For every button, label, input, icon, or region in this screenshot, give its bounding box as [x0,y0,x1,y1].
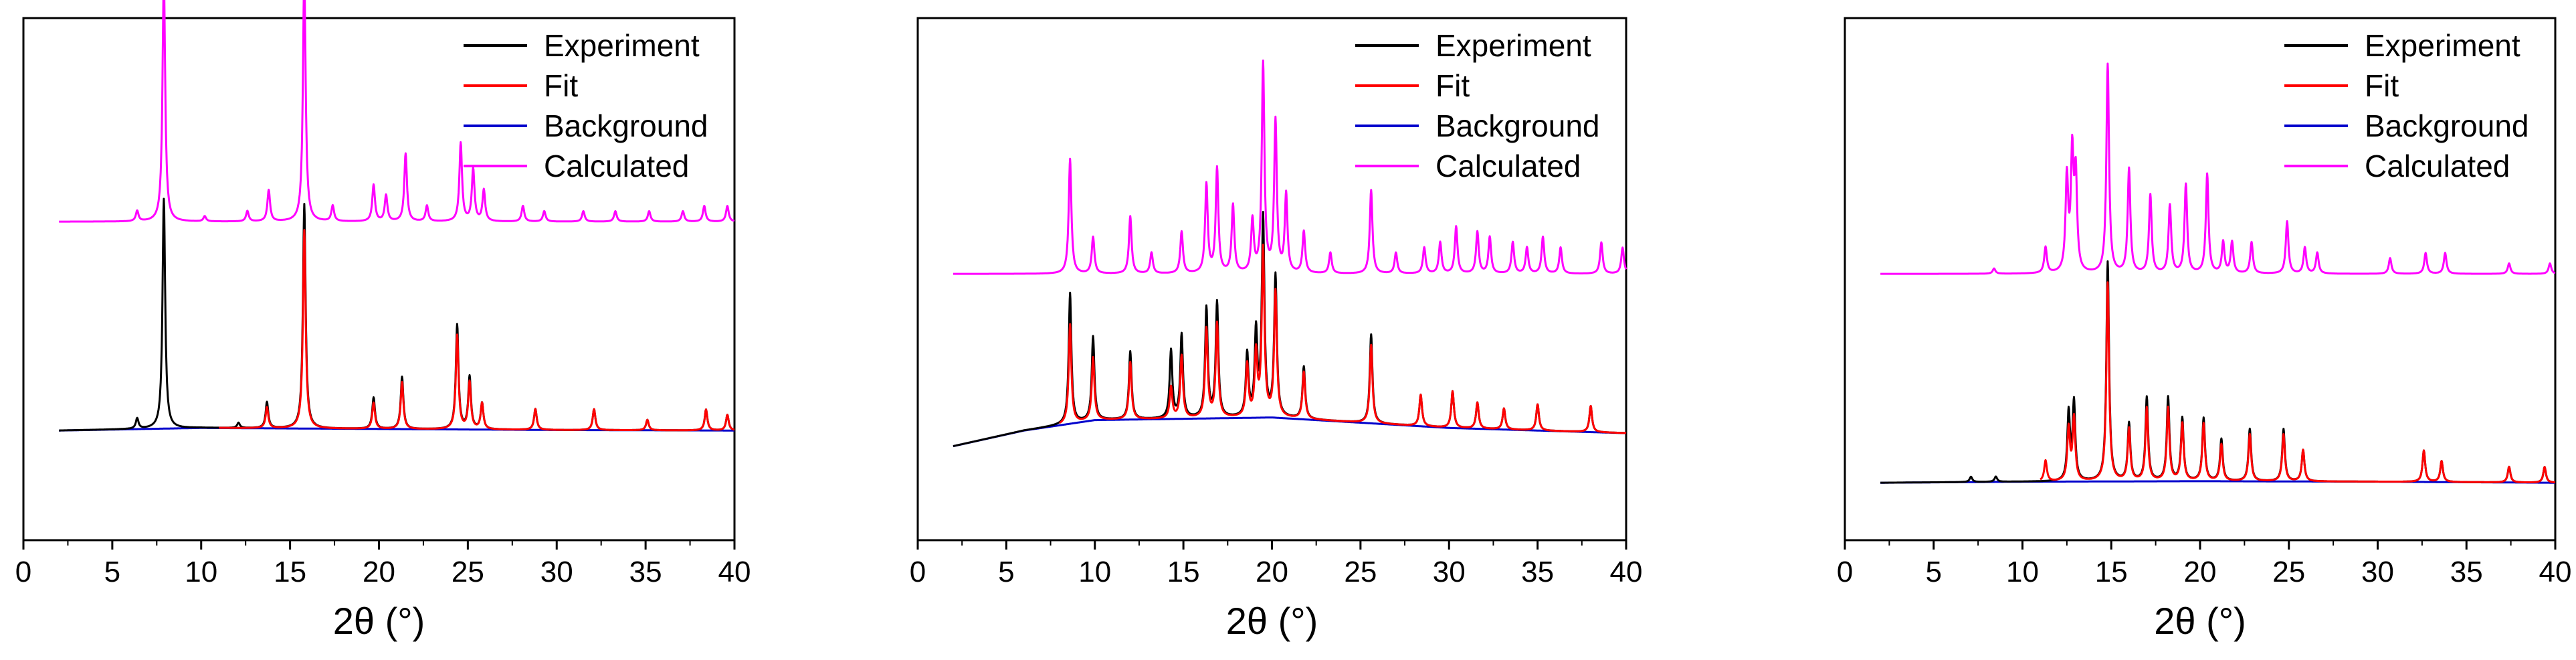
left-x-tick-label: 30 [540,556,573,588]
left-series-fit [218,229,735,432]
middle-axes-frame [916,17,1627,542]
panel-left: 0 5 10 15 20 25 30 35 40 2θ (°) Experiment Fit Backg… [15,0,751,642]
left-legend-label-experiment: Experiment [544,28,700,63]
right-series-experiment [1880,260,2556,484]
right-x-tick-label: 30 [2361,556,2394,588]
left-x-axis-title: 2θ (°) [333,600,425,642]
middle-x-tick-label: 10 [1078,556,1111,588]
panel-middle: 0 5 10 15 20 25 30 35 40 2θ (°) Experiment Fit Backg… [910,17,1643,642]
right-x-tick-label: 15 [2095,556,2128,588]
left-x-tick-label: 5 [104,556,120,588]
middle-series-experiment [953,211,1627,447]
left-x-tick-label: 40 [718,556,751,588]
right-x-tick-label: 25 [2272,556,2305,588]
right-legend-label-background: Background [2365,108,2529,143]
left-axes-frame [22,17,736,542]
right-x-tick-label: 20 [2184,556,2217,588]
right-x-tick-label: 5 [1926,556,1942,588]
left-x-tick-label: 15 [274,556,306,588]
middle-x-tick-label: 35 [1521,556,1554,588]
middle-series-background [953,416,1627,448]
middle-legend-label-background: Background [1435,108,1600,143]
middle-legend-label-calculated: Calculated [1435,149,1581,183]
right-legend-label-experiment: Experiment [2365,28,2520,63]
middle-x-tick-label: 40 [1610,556,1643,588]
left-x-tick-label: 35 [629,556,662,588]
left-x-tick-label: 25 [452,556,484,588]
right-x-axis-title: 2θ (°) [2154,600,2246,642]
middle-legend-label-fit: Fit [1435,68,1470,103]
left-x-tick-label: 20 [363,556,395,588]
right-series-calculated [1880,62,2556,275]
left-x-tick-label: 0 [15,556,31,588]
left-x-tick-label: 10 [185,556,217,588]
middle-x-tick-label: 30 [1433,556,1466,588]
left-series-calculated [58,0,735,223]
right-series-fit [2040,281,2556,484]
left-legend-label-background: Background [544,108,708,143]
middle-legend-label-experiment: Experiment [1435,28,1591,63]
middle-series-fit [1058,244,1627,434]
right-x-tick-label: 0 [1837,556,1853,588]
panel-right: 0 5 10 15 20 25 30 35 40 2θ (°) Experiment Fit Backg… [1837,17,2572,642]
right-legend-label-calculated: Calculated [2365,149,2510,183]
middle-x-tick-label: 20 [1256,556,1288,588]
middle-x-tick-label: 0 [910,556,926,588]
middle-x-tick-label: 5 [998,556,1014,588]
right-x-tick-label: 40 [2539,556,2572,588]
right-series-background [1880,480,2556,484]
right-axes-frame [1844,17,2557,542]
right-x-tick-label: 35 [2450,556,2483,588]
left-legend-label-calculated: Calculated [544,149,689,183]
middle-series-calculated [953,59,1627,275]
right-legend-label-fit: Fit [2365,68,2399,103]
middle-x-axis-title: 2θ (°) [1226,600,1318,642]
middle-x-tick-label: 15 [1167,556,1200,588]
left-legend-label-fit: Fit [544,68,578,103]
right-x-tick-label: 10 [2006,556,2039,588]
left-series-experiment [58,197,735,432]
middle-x-tick-label: 25 [1344,556,1377,588]
